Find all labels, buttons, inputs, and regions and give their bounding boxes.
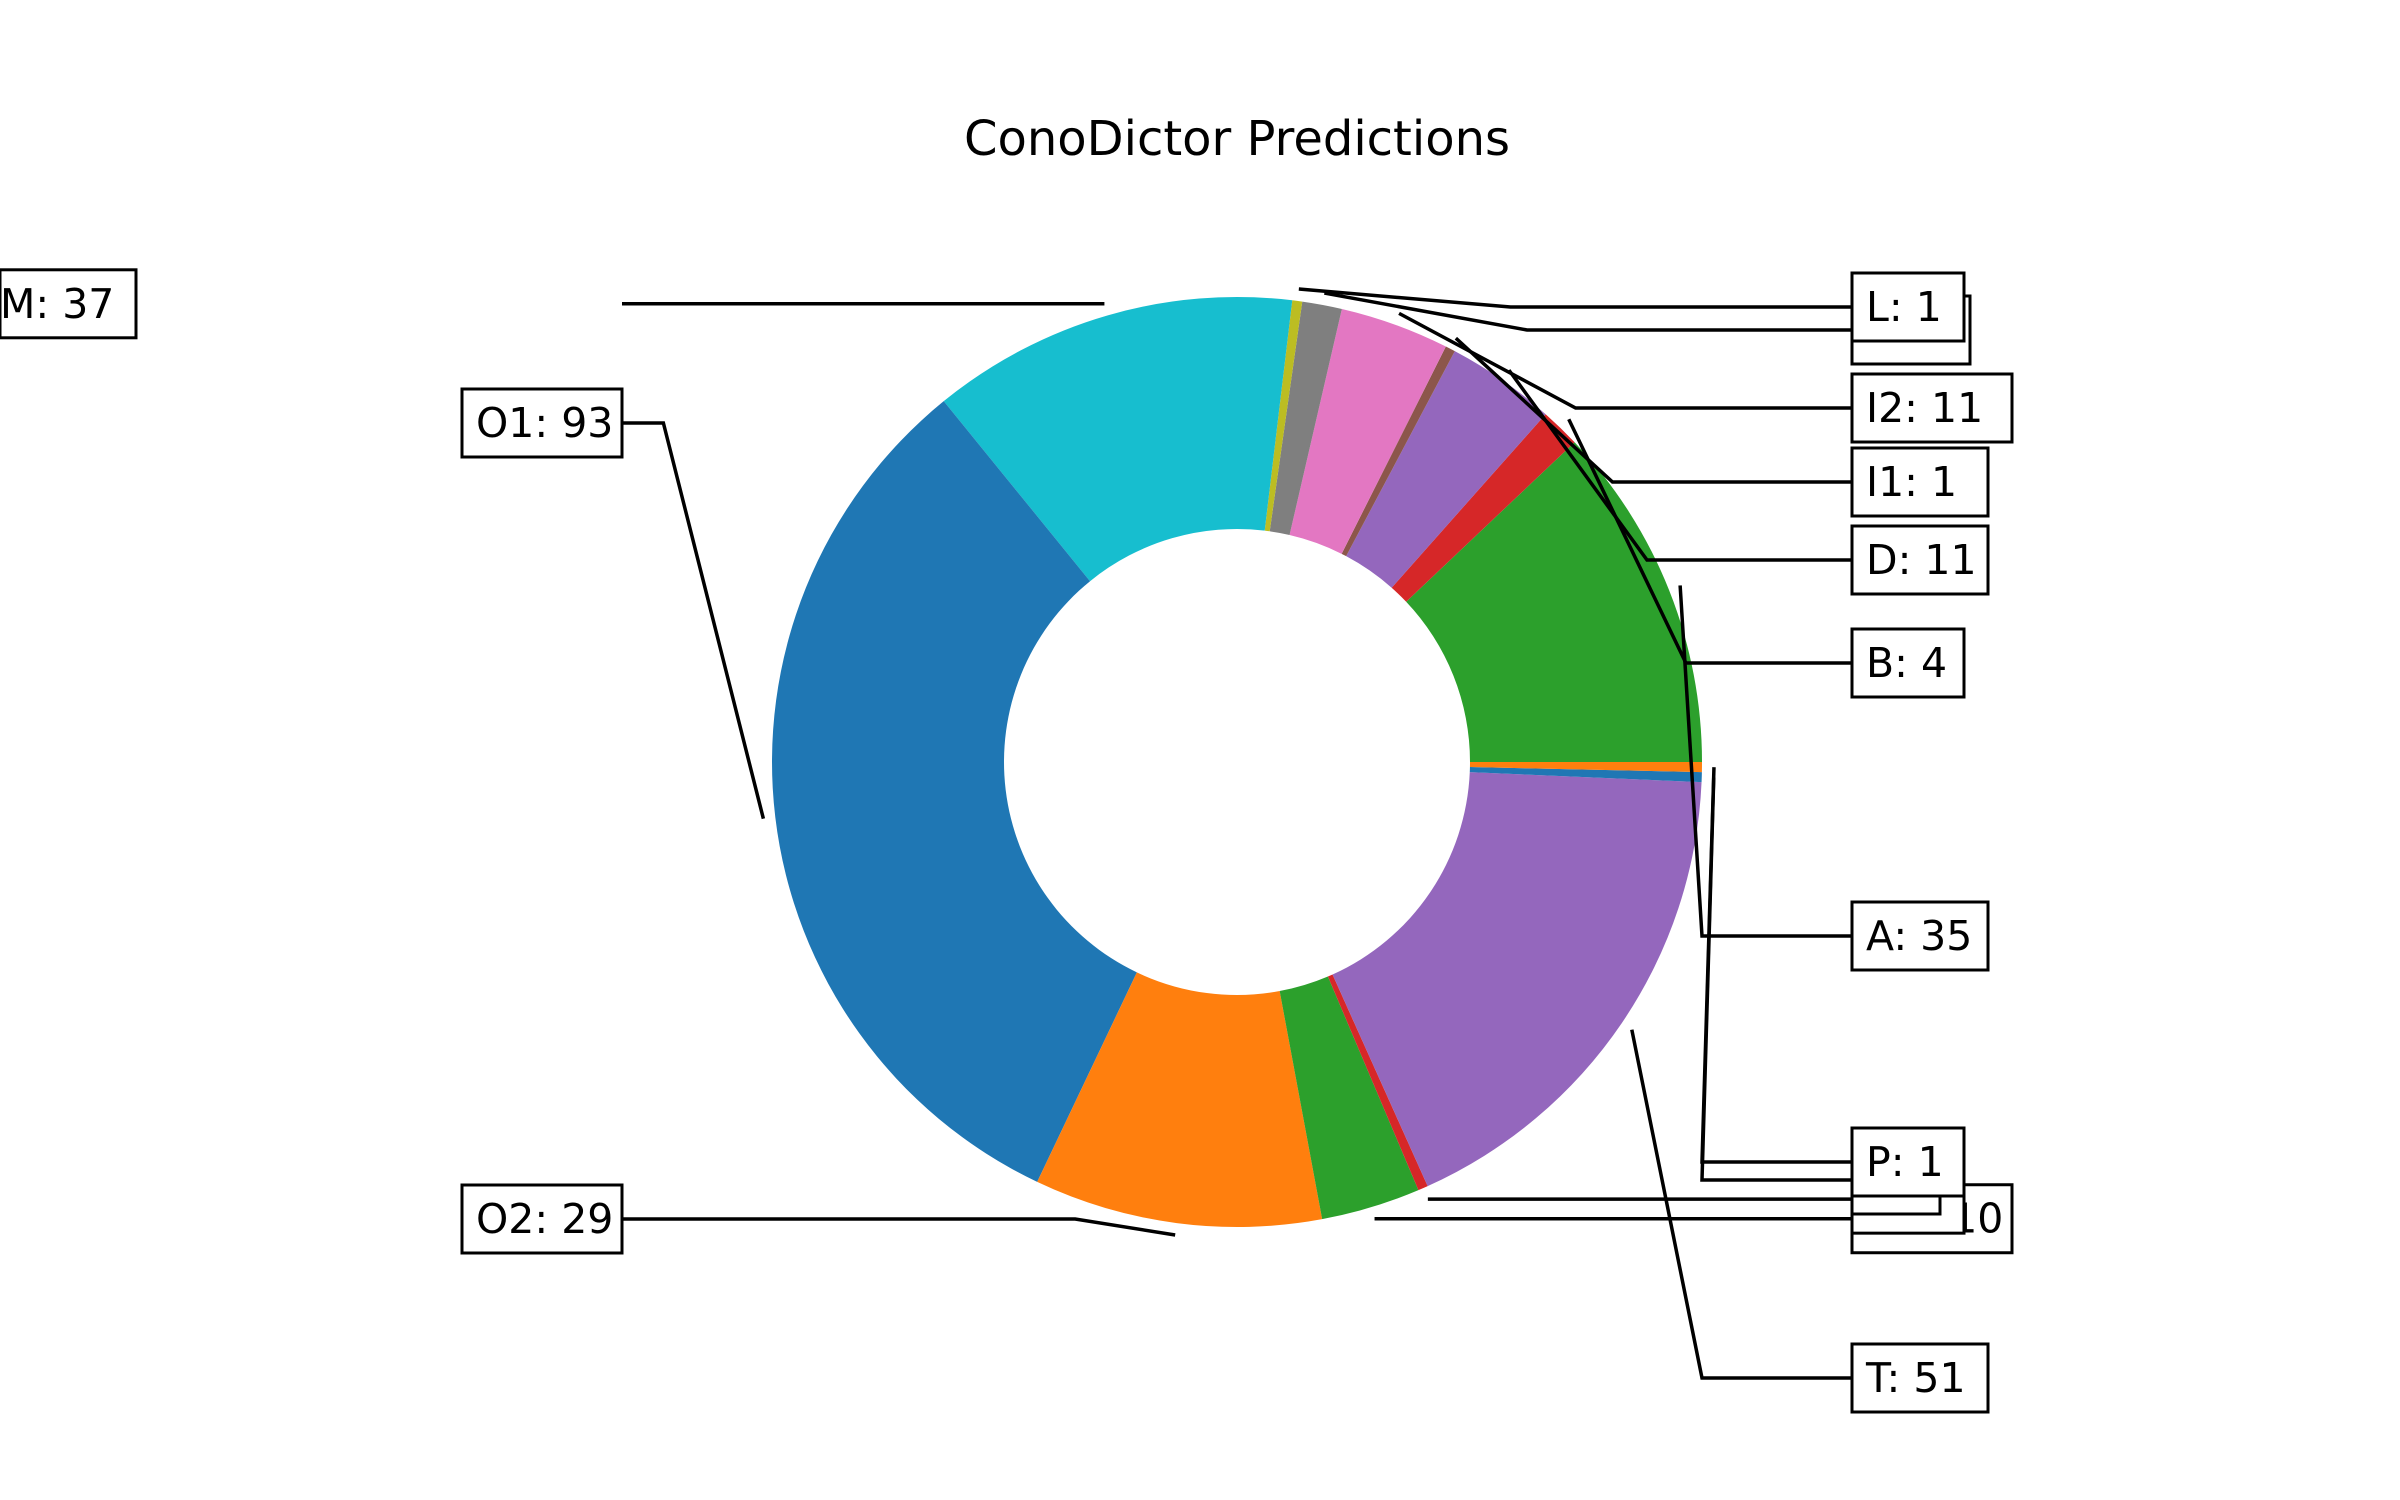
leader-line	[622, 421, 766, 820]
leader-line	[1507, 369, 1852, 562]
slice-label-o2: O2: 29	[476, 1195, 613, 1243]
slice-l	[1264, 300, 1303, 532]
label-box	[1850, 372, 2014, 444]
leader-line	[622, 1217, 1176, 1237]
leader-line	[1700, 767, 1852, 1164]
label-box	[1850, 1342, 1990, 1414]
label-box	[1850, 1126, 1966, 1198]
slice-unlabeled-5	[1269, 301, 1342, 536]
slice-label-t: T: 51	[1865, 1354, 1966, 1402]
leader-lines	[622, 287, 1852, 1380]
label-box	[460, 1183, 624, 1255]
label-box	[460, 387, 624, 459]
slice-o2	[1037, 972, 1323, 1227]
slice-m	[943, 297, 1293, 582]
slice-o3	[1279, 976, 1419, 1220]
slice-i2	[1289, 308, 1446, 554]
leader-line	[1298, 287, 1852, 309]
leader-line	[1398, 311, 1852, 410]
label-box	[0, 268, 138, 340]
label-box	[1850, 446, 1990, 518]
leader-line	[1454, 336, 1852, 484]
leader-line	[1678, 585, 1852, 938]
slice-t	[1332, 772, 1702, 1187]
slice-p	[1469, 762, 1702, 773]
slice-label-o1: O1: 93	[476, 399, 613, 447]
slice-label-m: M: 37	[0, 280, 114, 328]
label-box	[1850, 627, 1966, 699]
slice-label-b: B: 4	[1866, 639, 1947, 687]
leader-line	[1567, 418, 1852, 665]
slice-label-p: P: 1	[1866, 1138, 1944, 1186]
label-box	[1850, 900, 1990, 972]
label-box	[1850, 271, 1966, 343]
slice-d	[1346, 351, 1546, 588]
chart-title: ConoDictor Predictions	[964, 111, 1510, 167]
slice-o1	[772, 401, 1137, 1182]
slice-unlabeled-13	[1469, 767, 1702, 783]
donut-slices	[772, 297, 1702, 1227]
label-box	[1850, 524, 1990, 596]
slice-label-i2: I2: 11	[1866, 384, 1983, 432]
leader-line	[1324, 291, 1852, 332]
slice-labels: A: 35 B: 4 D: 11 I1: 1 I2: 11 L: 1 M: 37 O1: 93…	[0, 268, 2014, 1414]
slice-label-d: D: 11	[1866, 536, 1977, 584]
slice-label-i1: I1: 1	[1866, 458, 1957, 506]
slice-a	[1406, 442, 1702, 762]
leader-line	[1630, 1029, 1852, 1380]
slice-i1	[1341, 346, 1455, 557]
slice-s	[1327, 974, 1428, 1191]
leader-line	[1700, 777, 1852, 1182]
slice-label-a: A: 35	[1866, 912, 1972, 960]
slice-b	[1391, 414, 1575, 602]
slice-label-l: L: 1	[1866, 283, 1942, 331]
